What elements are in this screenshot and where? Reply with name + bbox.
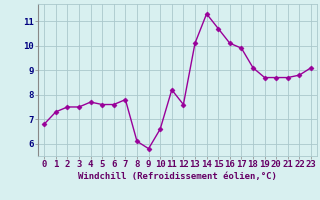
- X-axis label: Windchill (Refroidissement éolien,°C): Windchill (Refroidissement éolien,°C): [78, 172, 277, 181]
